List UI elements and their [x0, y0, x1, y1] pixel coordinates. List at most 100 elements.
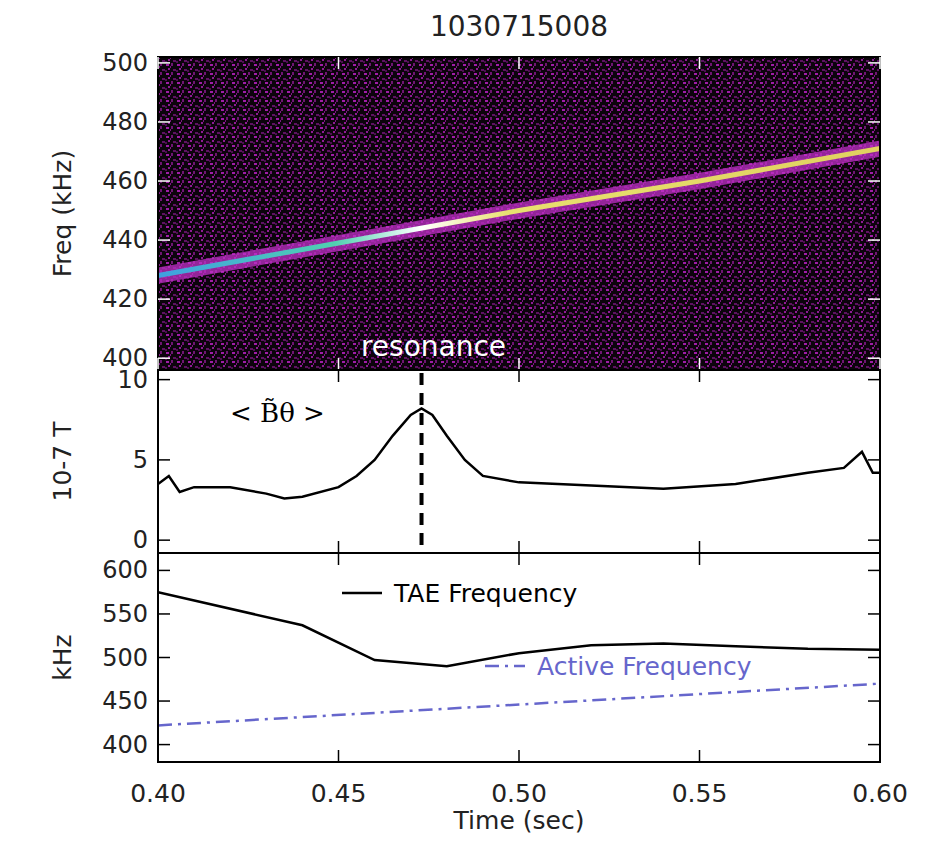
x-tick: [338, 57, 340, 69]
x-tick: [518, 541, 520, 553]
panel: 0 5 10 10-7 T < B̃θ >: [48, 366, 881, 555]
legend-label: < B̃θ >: [230, 398, 325, 428]
y-tick: [868, 121, 880, 123]
plot-area: [158, 149, 880, 276]
panel: 400420440460480500Freq (kHz)resonance: [48, 49, 881, 372]
y-tick-label: 460: [102, 167, 148, 195]
x-tick: [699, 370, 701, 382]
y-tick: [158, 121, 170, 123]
y-tick: [868, 744, 880, 746]
y-tick-label: 400: [102, 731, 148, 759]
x-tick: [879, 370, 881, 382]
x-tick-label: 0.50: [491, 779, 547, 808]
spectral-halo: [158, 149, 880, 276]
y-axis-label: Freq (kHz): [48, 150, 77, 277]
y-tick: [158, 379, 170, 381]
y-tick: [868, 657, 880, 659]
y-tick: [868, 379, 880, 381]
y-tick: [868, 700, 880, 702]
x-tick: [699, 553, 701, 565]
y-tick: [868, 62, 880, 64]
plot-area: [158, 373, 880, 553]
x-tick: [157, 750, 159, 762]
y-tick: [868, 180, 880, 182]
x-tick: [518, 553, 520, 565]
x-tick: [879, 57, 881, 69]
x-tick: [157, 370, 159, 382]
x-tick: [338, 750, 340, 762]
y-tick: [158, 180, 170, 182]
x-tick: [518, 750, 520, 762]
y-tick-label: 450: [102, 687, 148, 715]
y-tick: [868, 298, 880, 300]
x-tick: [518, 57, 520, 69]
y-tick: [868, 357, 880, 359]
x-tick: [518, 358, 520, 370]
y-tick: [158, 239, 170, 241]
spectrogram-background: [158, 57, 880, 370]
y-tick-label: 500: [102, 49, 148, 77]
y-tick-label: 480: [102, 108, 148, 136]
x-tick: [338, 553, 340, 565]
x-tick: [157, 358, 159, 370]
y-tick: [868, 539, 880, 541]
spectral-line: [158, 149, 880, 276]
legend-label: Active Frequency: [537, 652, 752, 681]
y-tick: [158, 298, 170, 300]
y-tick-label: 550: [102, 600, 148, 628]
y-tick: [868, 570, 880, 572]
legend-swatch: [342, 592, 382, 595]
series-line: [158, 684, 880, 726]
x-tick: [338, 541, 340, 553]
panel: 4004505005506000.400.450.500.550.60kHzTi…: [48, 553, 908, 835]
x-tick-label: 0.55: [672, 779, 728, 808]
y-tick-label: 0: [133, 526, 148, 554]
y-tick: [158, 570, 170, 572]
figure: 1030715008400420440460480500Freq (kHz)re…: [0, 0, 939, 843]
y-tick: [158, 459, 170, 461]
x-tick: [699, 358, 701, 370]
y-tick: [158, 539, 170, 541]
x-tick: [338, 358, 340, 370]
x-axis-label: Time (sec): [453, 806, 585, 835]
x-tick: [518, 370, 520, 382]
frame: [158, 553, 880, 762]
y-tick: [158, 700, 170, 702]
y-tick-label: 5: [133, 446, 148, 474]
y-tick: [868, 613, 880, 615]
legend-swatch: [485, 665, 525, 668]
y-tick: [158, 744, 170, 746]
annotation: resonance: [361, 330, 506, 363]
y-tick: [158, 613, 170, 615]
x-tick: [879, 553, 881, 565]
y-tick: [158, 62, 170, 64]
y-tick: [868, 239, 880, 241]
y-tick: [158, 657, 170, 659]
x-tick-label: 0.60: [852, 779, 908, 808]
title: 1030715008: [430, 10, 608, 43]
frame: [158, 370, 880, 553]
x-tick: [699, 750, 701, 762]
x-tick: [879, 541, 881, 553]
y-tick-label: 10: [117, 366, 148, 394]
legend-label: TAE Frequency: [393, 579, 578, 608]
x-tick-label: 0.45: [311, 779, 367, 808]
x-tick: [338, 370, 340, 382]
plot-area: [158, 592, 880, 725]
frame: [158, 57, 880, 370]
y-tick-label: 600: [102, 556, 148, 584]
x-tick: [157, 57, 159, 69]
x-tick: [157, 553, 159, 565]
y-tick-label: 500: [102, 644, 148, 672]
x-tick: [699, 57, 701, 69]
y-tick-label: 420: [102, 285, 148, 313]
y-axis-label: 10-7 T: [48, 421, 77, 502]
x-tick: [879, 750, 881, 762]
x-tick: [879, 358, 881, 370]
resonance-line: [420, 373, 424, 553]
x-tick: [157, 541, 159, 553]
y-axis-label: kHz: [48, 634, 77, 680]
y-tick: [158, 357, 170, 359]
x-tick: [699, 541, 701, 553]
y-tick: [868, 459, 880, 461]
